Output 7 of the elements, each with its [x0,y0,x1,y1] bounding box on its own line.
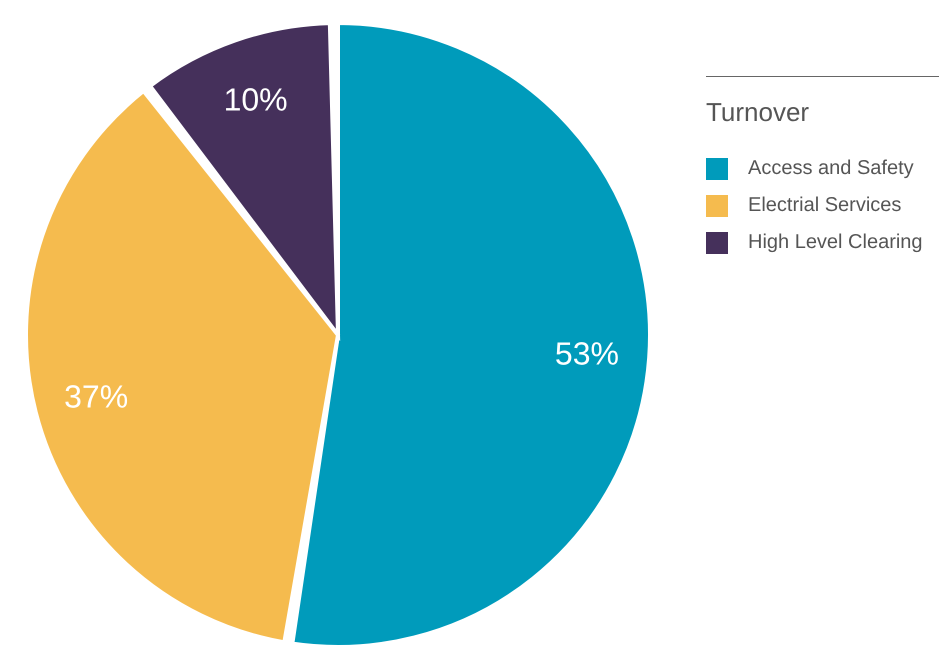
legend-label: Electrial Services [748,194,902,217]
legend-title: Turnover [706,97,810,128]
data-label: 53% [554,335,619,372]
data-label: 10% [224,81,288,118]
data-label: 37% [64,378,128,415]
legend-label: High Level Clearing [748,231,923,254]
legend-label: Access and Safety [748,157,914,180]
